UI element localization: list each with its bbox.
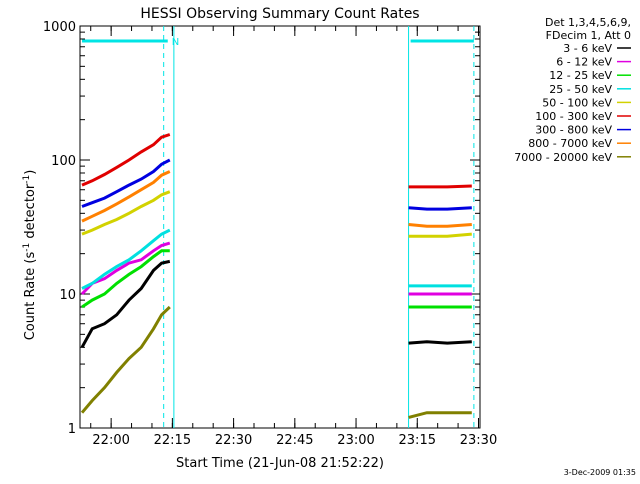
- x-tick-label: 23:15: [399, 433, 436, 448]
- series-line: [81, 170, 171, 223]
- x-tick-label: 22:45: [276, 433, 313, 448]
- x-tick-label: 23:30: [460, 433, 497, 448]
- legend: Det 1,3,4,5,6,9, FDecim 1, Att 0 3 - 6 k…: [514, 16, 631, 164]
- legend-entry-label: 25 - 50 keV: [549, 83, 612, 96]
- legend-entry-label: 7000 - 20000 keV: [514, 151, 612, 164]
- x-tick-label: 22:00: [92, 433, 129, 448]
- series-line: [408, 340, 472, 345]
- y-axis-label-sup2: -1: [22, 175, 32, 184]
- x-axis-label: Start Time (21-Jun-08 21:52:22): [176, 456, 384, 471]
- series-line: [408, 184, 472, 189]
- series-line: [408, 223, 472, 228]
- legend-entry-label: 12 - 25 keV: [549, 69, 612, 82]
- axes-frame: [79, 25, 481, 429]
- series-line: [80, 259, 171, 349]
- series-line: [408, 232, 472, 238]
- y-tick-label: 1: [68, 422, 76, 437]
- legend-entry-label: 50 - 100 keV: [542, 96, 612, 109]
- y-tick-label: 10: [59, 288, 76, 303]
- y-axis-label-main: Count Rate (s: [23, 252, 38, 341]
- series-line: [80, 305, 171, 414]
- series-line: [81, 133, 171, 187]
- series-line: [408, 411, 472, 419]
- y-axis-label-sup1: -1: [22, 243, 32, 252]
- series-line: [81, 228, 171, 290]
- timestamp: 3-Dec-2009 01:35: [564, 468, 636, 477]
- series-line: [81, 158, 171, 208]
- y-tick-label: 100: [51, 154, 76, 169]
- x-tick-label: 23:00: [337, 433, 374, 448]
- legend-entry-label: 100 - 300 keV: [535, 110, 612, 123]
- y-axis-label-mid: detector: [23, 183, 38, 243]
- legend-header-line-2: FDecim 1, Att 0: [546, 29, 631, 42]
- series-line: [81, 249, 170, 309]
- legend-entry-label: 6 - 12 keV: [556, 56, 612, 69]
- legend-entry-label: 800 - 7000 keV: [528, 137, 612, 150]
- series-line: [81, 190, 171, 236]
- plot-area: 1 10 100 1000 22:00 22:15 22:30 22:45 23:00 23:15…: [43, 20, 497, 448]
- legend-header-line-1: Det 1,3,4,5,6,9,: [545, 16, 631, 29]
- series-line: [408, 206, 472, 211]
- y-tick-label: 1000: [43, 20, 76, 35]
- y-axis-label-end: ): [23, 170, 38, 175]
- legend-entry-label: 300 - 800 keV: [535, 124, 612, 137]
- x-tick-label: 22:30: [215, 433, 252, 448]
- y-axis-label: Count Rate (s-1 detector-1): [22, 170, 38, 341]
- chart-title: HESSI Observing Summary Count Rates: [140, 6, 419, 22]
- flag-label: N: [172, 37, 179, 48]
- legend-entry-label: 3 - 6 keV: [563, 42, 612, 55]
- x-tick-label: 22:15: [154, 433, 191, 448]
